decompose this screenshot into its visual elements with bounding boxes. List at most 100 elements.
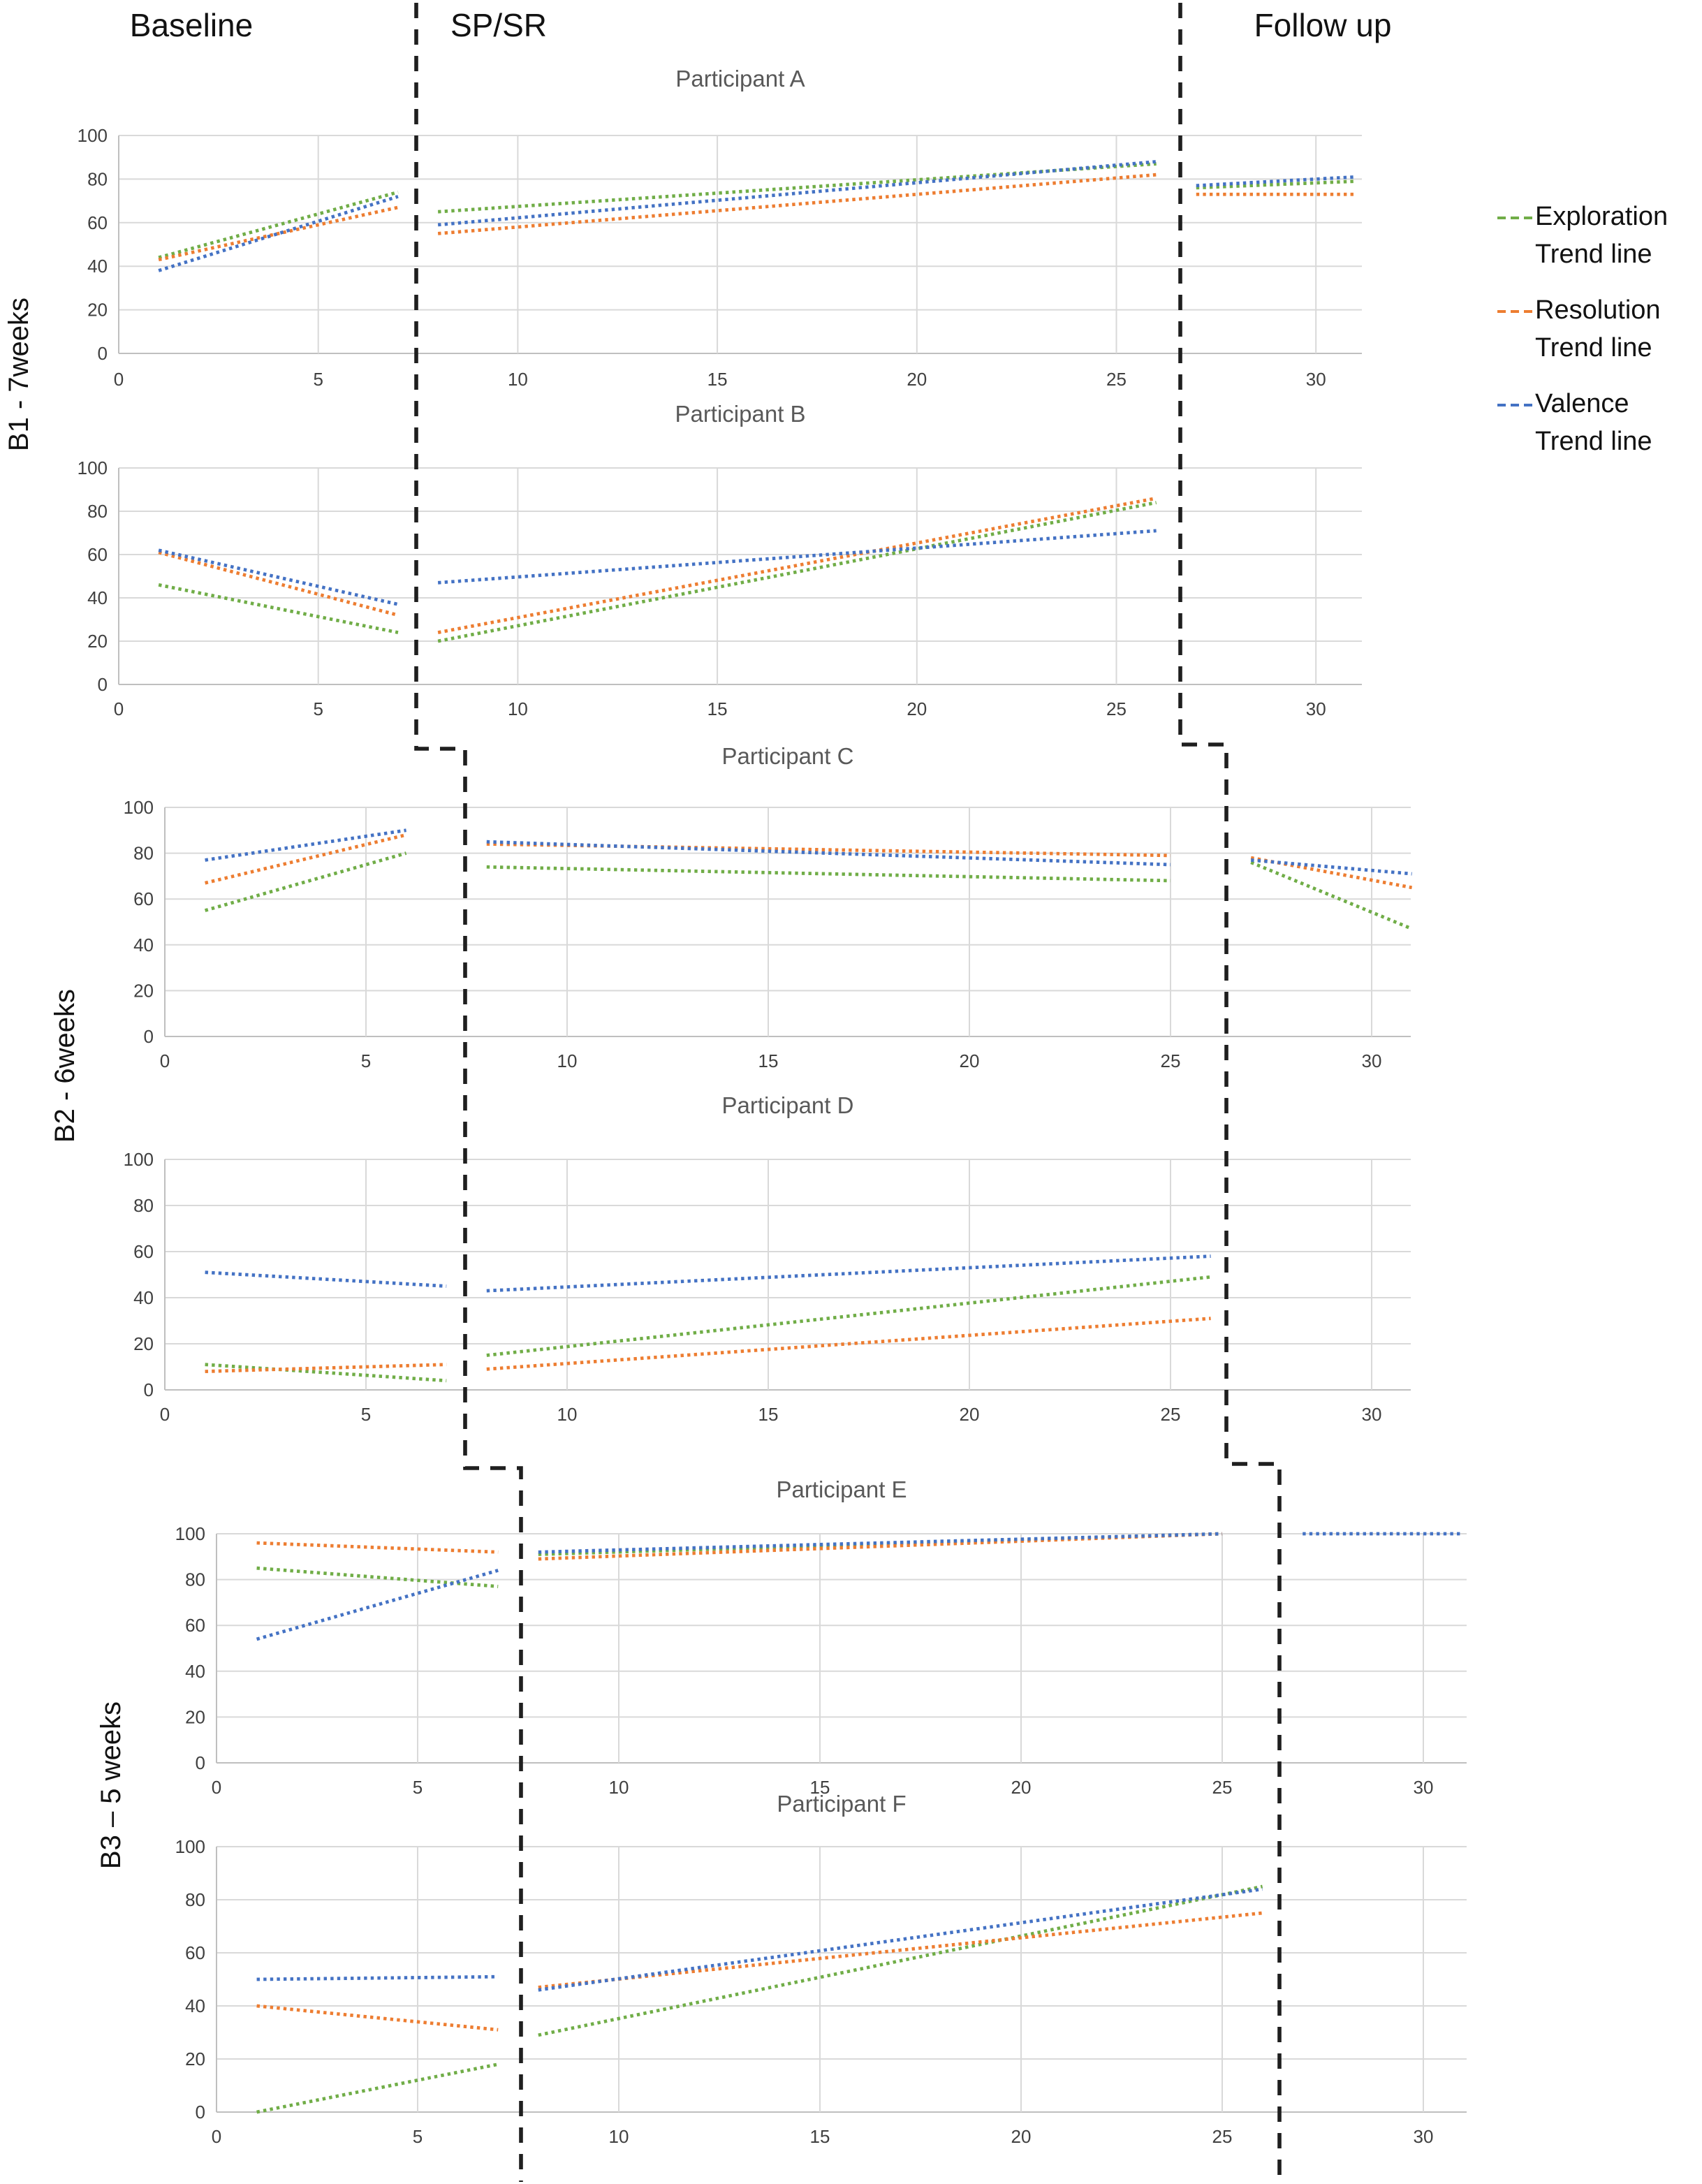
exploration-trend-line-segment-followup [1196, 179, 1356, 190]
chart-title: Participant B [675, 401, 805, 427]
x-tick-label: 15 [758, 1050, 779, 1071]
exploration-trend-line-segment-baseline [256, 1566, 499, 1588]
exploration-trend-line-segment-baseline [158, 583, 399, 634]
chart-title: Participant A [675, 66, 805, 91]
phase-label-followup: Follow up [1254, 7, 1392, 43]
legend-label-valence: Valence [1535, 390, 1629, 419]
y-tick-label: 100 [124, 797, 154, 818]
valence-dash-icon [1497, 403, 1532, 406]
y-tick-label: 20 [87, 300, 108, 321]
x-tick-label: 5 [361, 1404, 371, 1425]
legend-sublabel-resolution: Trend line [1535, 334, 1652, 363]
exploration-trend-line-segment-spsr [437, 501, 1157, 643]
chart-title: Participant D [722, 1092, 854, 1118]
valence-trend-line-segment-spsr [437, 529, 1157, 585]
y-tick-label: 60 [185, 1615, 205, 1636]
y-tick-label: 80 [87, 168, 108, 189]
y-tick-label: 0 [196, 2102, 205, 2123]
chart-participant-d: 0 20 40 60 80 100 0 5 10 15 20 25 30 Participant D [124, 1092, 1411, 1425]
y-tick-label: 20 [87, 631, 108, 652]
y-tick-label: 40 [185, 1995, 205, 2016]
block-label-b3: B3 – 5 weeks [96, 1701, 127, 1870]
x-tick-label: 30 [1414, 1777, 1434, 1798]
y-tick-label: 40 [133, 935, 154, 955]
chart-title: Participant C [722, 743, 854, 769]
y-tick-label: 20 [185, 1706, 205, 1727]
resolution-trend-line-segment-baseline [256, 2004, 499, 2032]
x-tick-label: 5 [313, 698, 323, 719]
resolution-trend-line-segment-baseline [158, 205, 399, 262]
x-tick-label: 30 [1414, 2126, 1434, 2147]
y-tick-label: 80 [185, 1889, 205, 1910]
x-tick-label: 10 [557, 1050, 578, 1071]
valence-trend-line-segment-baseline [158, 195, 399, 272]
y-tick-label: 60 [133, 888, 154, 909]
valence-trend-line-segment-followup [1250, 858, 1412, 876]
x-tick-label: 10 [508, 698, 528, 719]
x-tick-label: 20 [960, 1050, 980, 1071]
resolution-trend-line-segment-baseline [205, 1363, 447, 1373]
x-tick-label: 5 [413, 1777, 423, 1798]
valence-trend-line-segment-baseline [205, 828, 406, 862]
x-tick-label: 30 [1362, 1050, 1382, 1071]
x-tick-label: 25 [1212, 1777, 1233, 1798]
phase-separator-right [1178, 3, 1282, 2182]
y-tick-label: 80 [185, 1569, 205, 1590]
y-tick-label: 40 [87, 587, 108, 608]
y-tick-label: 40 [87, 256, 108, 277]
x-tick-label: 10 [609, 2126, 629, 2147]
x-tick-label: 15 [707, 369, 728, 390]
x-tick-label: 30 [1362, 1404, 1382, 1425]
x-tick-label: 0 [212, 1777, 221, 1798]
chart-title: Participant E [776, 1476, 907, 1502]
y-tick-label: 0 [98, 343, 108, 364]
exploration-trend-line-segment-spsr [486, 1275, 1211, 1357]
exploration-trend-line-segment-followup [1250, 860, 1413, 931]
y-tick-label: 80 [87, 501, 108, 522]
resolution-trend-line-segment-baseline [205, 833, 407, 885]
block-label-b1: B1 - 7weeks [4, 297, 35, 452]
chart-participant-f: 0 20 40 60 80 100 0 5 10 15 20 25 30 Participant F [175, 1791, 1467, 2147]
x-tick-label: 0 [114, 698, 124, 719]
x-tick-label: 20 [907, 698, 927, 719]
x-tick-label: 20 [960, 1404, 980, 1425]
valence-trend-line-segment-baseline [158, 548, 399, 606]
y-tick-label: 100 [175, 1836, 205, 1857]
resolution-trend-line-segment-spsr [437, 497, 1157, 634]
x-tick-label: 25 [1106, 698, 1127, 719]
x-tick-label: 30 [1306, 369, 1326, 390]
chart-participant-b: 0 20 40 60 80 100 0 5 10 15 20 25 30 Participant B [78, 401, 1362, 719]
phase-separator-left [414, 3, 523, 2182]
valence-trend-line-segment-baseline [205, 1270, 447, 1288]
legend-item-resolution: Resolution Trend line [1497, 292, 1668, 367]
x-tick-label: 30 [1306, 698, 1326, 719]
y-tick-label: 0 [98, 674, 108, 695]
phase-label-baseline: Baseline [129, 7, 254, 43]
x-tick-label: 25 [1161, 1050, 1181, 1071]
x-tick-label: 10 [557, 1404, 578, 1425]
y-tick-label: 60 [87, 544, 108, 565]
y-tick-label: 60 [185, 1942, 205, 1963]
phase-label-spsr: SP/SR [450, 7, 548, 43]
x-tick-label: 20 [1011, 1777, 1032, 1798]
x-tick-label: 25 [1212, 2126, 1233, 2147]
valence-trend-line-segment-spsr [538, 1887, 1263, 1992]
x-tick-label: 0 [160, 1050, 170, 1071]
resolution-trend-line-segment-spsr [538, 1911, 1263, 1989]
x-tick-label: 15 [707, 698, 728, 719]
valence-trend-line-segment-spsr [486, 1254, 1211, 1293]
y-tick-label: 20 [133, 1333, 154, 1354]
resolution-trend-line-segment-baseline [256, 1541, 499, 1554]
resolution-trend-line-segment-baseline [158, 550, 399, 617]
y-tick-label: 0 [144, 1379, 154, 1400]
legend-label-resolution: Resolution [1535, 296, 1661, 325]
y-tick-label: 0 [196, 1752, 205, 1773]
y-tick-label: 60 [133, 1241, 154, 1262]
x-tick-label: 0 [160, 1404, 170, 1425]
legend-item-exploration: Exploration Trend line [1497, 198, 1668, 274]
y-tick-label: 40 [133, 1287, 154, 1308]
x-tick-label: 0 [212, 2126, 221, 2147]
exploration-trend-line-segment-baseline [205, 1363, 447, 1383]
exploration-trend-line-segment-baseline [256, 2062, 499, 2114]
